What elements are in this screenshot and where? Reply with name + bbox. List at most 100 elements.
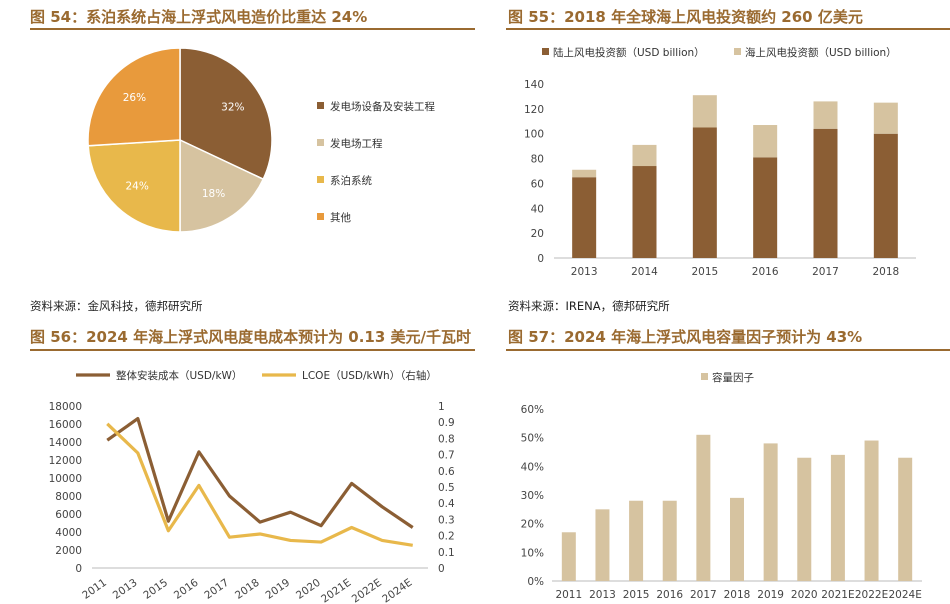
chart-title-56: 图 56：2024 年海上浮式风电度电成本预计为 0.13 美元/千瓦时 <box>30 328 472 346</box>
bar <box>864 440 879 581</box>
x-tick-label: 2020 <box>294 577 323 602</box>
y-tick-label: 60% <box>521 404 544 416</box>
chart-title-54: 图 54：系泊系统占海上浮式风电造价比重达 24% <box>30 8 368 26</box>
chart-title-55: 图 55：2018 年全球海上风电投资额约 260 亿美元 <box>508 8 863 26</box>
bar-segment <box>572 177 597 258</box>
bar <box>595 509 610 581</box>
bar-segment <box>692 95 717 128</box>
y2-tick-label: 0.9 <box>438 417 455 429</box>
x-tick-label: 2024E <box>889 589 922 601</box>
y2-tick-label: 0.7 <box>438 450 455 462</box>
pie-slice-label: 18% <box>202 188 225 200</box>
y-tick-label: 20 <box>531 228 544 240</box>
pie-slice-label: 24% <box>126 181 149 193</box>
bar-segment <box>813 128 838 258</box>
y-tick-label: 10% <box>521 547 544 559</box>
pie-slice-label: 26% <box>123 92 146 104</box>
bar-segment <box>692 127 717 258</box>
legend-swatch <box>734 48 741 55</box>
y-tick-label: 60 <box>531 178 544 190</box>
bar-segment <box>813 101 838 129</box>
x-tick-label: 2015 <box>141 577 170 602</box>
x-tick-label: 2019 <box>757 589 784 601</box>
y2-tick-label: 0.1 <box>438 547 455 559</box>
x-tick-label: 2020 <box>791 589 818 601</box>
x-tick-label: 2016 <box>656 589 683 601</box>
legend-item: 发电场工程 <box>330 137 383 150</box>
x-tick-label: 2013 <box>589 589 616 601</box>
x-tick-label: 2014 <box>631 266 658 278</box>
legend-item: 陆上风电投资额（USD billion） <box>553 46 705 59</box>
legend-swatch <box>542 48 549 55</box>
bar-segment <box>632 144 657 167</box>
x-tick-label: 2011 <box>555 589 582 601</box>
legend-swatch <box>317 102 324 109</box>
y2-tick-label: 0.2 <box>438 531 455 543</box>
bar <box>629 500 644 581</box>
bar <box>730 497 744 581</box>
y-tick-label: 100 <box>524 129 544 141</box>
x-tick-label: 2022E <box>350 577 384 604</box>
x-tick-label: 2016 <box>172 576 201 601</box>
legend-item: 发电场设备及安装工程 <box>330 100 435 113</box>
pie-slice-label: 32% <box>221 101 244 113</box>
series-line <box>106 422 413 547</box>
bar <box>561 532 576 581</box>
y-tick-label: 10000 <box>49 473 82 485</box>
x-tick-label: 2018 <box>724 589 751 601</box>
source-55: 资料来源：IRENA，德邦研究所 <box>508 299 670 313</box>
y-tick-label: 0 <box>75 563 82 575</box>
pie-slice <box>87 47 181 147</box>
y-tick-label: 0% <box>527 576 544 588</box>
bar-segment <box>753 157 778 258</box>
legend-swatch <box>317 213 324 220</box>
y-tick-label: 2000 <box>55 545 82 557</box>
bar <box>797 457 812 581</box>
legend-item: 系泊系统 <box>330 174 372 187</box>
bar-segment <box>873 102 898 134</box>
legend-swatch <box>317 139 324 146</box>
y-tick-label: 8000 <box>55 491 82 503</box>
y2-tick-label: 0.4 <box>438 498 455 510</box>
legend-item: LCOE（USD/kWh）（右轴） <box>302 369 437 382</box>
y2-tick-label: 0.8 <box>438 433 455 445</box>
x-tick-label: 2024E <box>380 577 414 604</box>
legend-item: 其他 <box>330 211 351 224</box>
x-tick-label: 2021E <box>319 577 353 604</box>
y-tick-label: 14000 <box>49 437 82 449</box>
y-tick-label: 40 <box>531 203 544 215</box>
x-tick-label: 2015 <box>623 589 650 601</box>
x-tick-label: 2013 <box>111 577 140 602</box>
bar <box>830 454 845 581</box>
x-tick-label: 2022E <box>855 589 888 601</box>
stacked-bar-chart-55: 0 20 40 60 80 100 120 140 2013 2014 2015 2016 2017 20… <box>524 46 916 278</box>
chart-title-57: 图 57：2024 年海上浮式风电容量因子预计为 43% <box>508 328 863 346</box>
y-tick-label: 40% <box>521 461 544 473</box>
legend-item: 容量因子 <box>712 371 754 384</box>
y2-tick-label: 1 <box>438 401 445 413</box>
x-tick-label: 2013 <box>571 266 598 278</box>
line-chart-56: 0 2000 4000 6000 8000 10000 12000 14000 16000 180… <box>49 369 455 604</box>
bar <box>696 434 711 581</box>
y-tick-label: 6000 <box>55 509 82 521</box>
series-line <box>106 416 414 529</box>
x-tick-label: 2017 <box>202 577 231 602</box>
bar <box>763 443 778 581</box>
x-tick-label: 2016 <box>752 266 779 278</box>
y-tick-label: 4000 <box>55 527 82 539</box>
bar <box>662 500 677 581</box>
legend-item: 整体安装成本（USD/kW） <box>116 369 242 382</box>
pie-slice <box>179 138 265 233</box>
title-rule-54 <box>30 28 475 30</box>
y2-tick-label: 0.5 <box>438 482 455 494</box>
legend-item: 海上风电投资额（USD billion） <box>745 46 897 59</box>
x-tick-label: 2019 <box>263 577 292 602</box>
y2-tick-label: 0.3 <box>438 514 455 526</box>
title-rule-56 <box>30 349 475 351</box>
y-tick-label: 30% <box>521 490 544 502</box>
x-tick-label: 2017 <box>690 589 717 601</box>
x-tick-label: 2018 <box>872 266 899 278</box>
legend-swatch <box>701 373 708 380</box>
legend-swatch <box>317 176 324 183</box>
